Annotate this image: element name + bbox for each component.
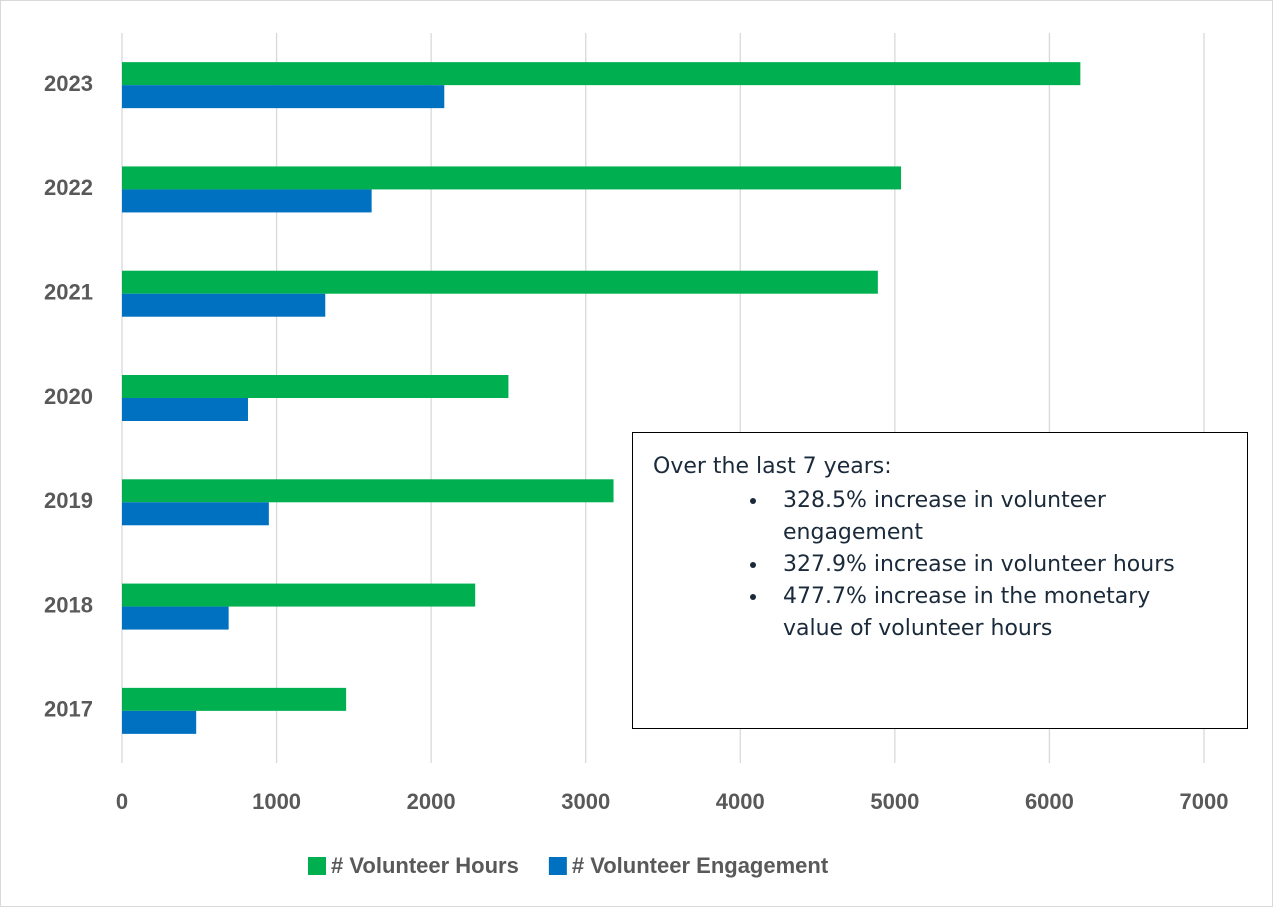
y-tick-label: 2017 bbox=[44, 697, 93, 722]
x-tick-label: 5000 bbox=[870, 789, 919, 814]
bar bbox=[122, 398, 248, 421]
bar bbox=[122, 166, 902, 190]
bar bbox=[122, 85, 445, 109]
x-tick-label: 0 bbox=[116, 789, 128, 814]
annotation-list: 328.5% increase in volunteer engagement … bbox=[653, 485, 1227, 645]
x-tick-label: 2000 bbox=[407, 789, 456, 814]
legend-label: # Volunteer Engagement bbox=[572, 853, 829, 878]
y-tick-label: 2022 bbox=[44, 175, 93, 200]
annotation-item: 328.5% increase in volunteer engagement bbox=[769, 485, 1213, 549]
bar bbox=[122, 293, 326, 317]
bar bbox=[122, 375, 509, 398]
y-tick-label: 2018 bbox=[44, 592, 93, 617]
legend-swatch bbox=[548, 857, 567, 875]
annotation-box: Over the last 7 years: 328.5% increase i… bbox=[632, 432, 1248, 729]
y-tick-label: 2023 bbox=[44, 71, 93, 96]
x-tick-label: 4000 bbox=[716, 789, 765, 814]
bar bbox=[122, 189, 372, 213]
bar bbox=[122, 710, 197, 734]
bar bbox=[122, 687, 347, 711]
legend-swatch bbox=[308, 857, 326, 875]
bar bbox=[122, 479, 614, 503]
bar bbox=[122, 62, 1081, 86]
y-tick-label: 2019 bbox=[44, 488, 93, 513]
bar bbox=[122, 502, 269, 526]
y-tick-label: 2020 bbox=[44, 384, 93, 409]
annotation-item: 477.7% increase in the monetary value of… bbox=[769, 581, 1213, 645]
y-tick-label: 2021 bbox=[44, 280, 93, 305]
bar bbox=[122, 270, 878, 294]
x-tick-label: 1000 bbox=[252, 789, 301, 814]
annotation-heading: Over the last 7 years: bbox=[653, 454, 892, 479]
x-tick-label: 6000 bbox=[1025, 789, 1074, 814]
bar bbox=[122, 583, 476, 607]
bar bbox=[122, 606, 229, 630]
legend-label: # Volunteer Hours bbox=[331, 853, 519, 878]
x-tick-label: 7000 bbox=[1180, 789, 1229, 814]
x-tick-label: 3000 bbox=[561, 789, 610, 814]
annotation-item: 327.9% increase in volunteer hours bbox=[769, 549, 1213, 581]
